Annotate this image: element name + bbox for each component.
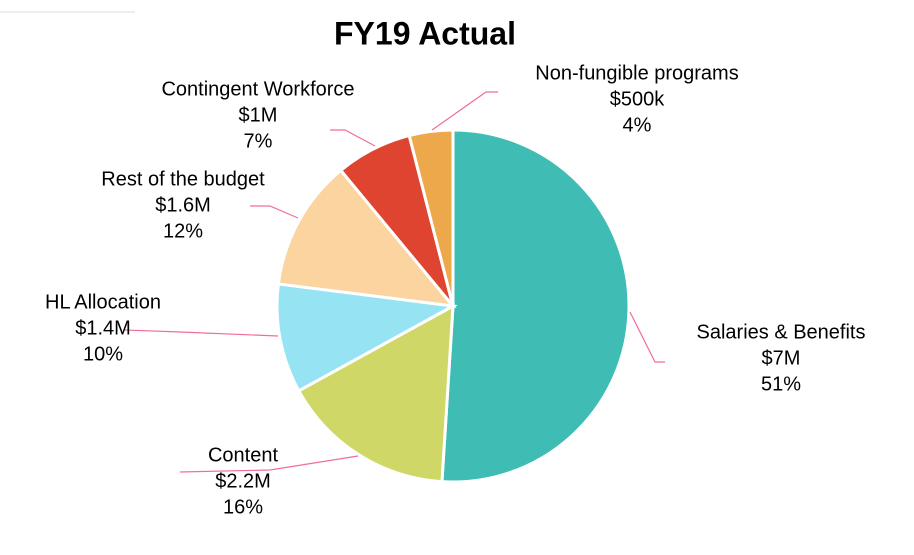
amount-label: $1.6M bbox=[155, 194, 211, 216]
leader-line bbox=[179, 455, 359, 473]
leader-line bbox=[330, 129, 376, 147]
slice-label: Rest of the budget bbox=[101, 168, 265, 190]
leader-line bbox=[124, 329, 279, 337]
slice-label: Salaries & Benefits bbox=[697, 321, 866, 343]
percent-label: 51% bbox=[761, 373, 801, 395]
amount-label: $7M bbox=[762, 347, 801, 369]
slice-label: Contingent Workforce bbox=[161, 78, 354, 100]
percent-label: 4% bbox=[623, 114, 652, 136]
chart-title: FY19 Actual bbox=[334, 15, 516, 51]
amount-label: $500k bbox=[610, 88, 665, 110]
slice-label: HL Allocation bbox=[45, 291, 161, 313]
amount-label: $1M bbox=[239, 104, 278, 126]
pie-slice bbox=[276, 168, 457, 308]
leader-line bbox=[431, 91, 498, 131]
leader-line bbox=[250, 205, 299, 219]
percent-label: 12% bbox=[163, 220, 203, 242]
amount-label: $2.2M bbox=[215, 470, 271, 492]
amount-label: $1.4M bbox=[75, 317, 131, 339]
pie-slice bbox=[296, 303, 455, 484]
slice-label: Content bbox=[208, 444, 278, 466]
percent-label: 16% bbox=[223, 496, 263, 518]
percent-label: 7% bbox=[244, 130, 273, 152]
pie-slice bbox=[275, 282, 458, 393]
pie-slice bbox=[440, 128, 631, 484]
slice-label: Non-fungible programs bbox=[535, 62, 738, 84]
percent-label: 10% bbox=[83, 343, 123, 365]
leader-line bbox=[629, 311, 665, 363]
pie-slice bbox=[407, 128, 455, 307]
